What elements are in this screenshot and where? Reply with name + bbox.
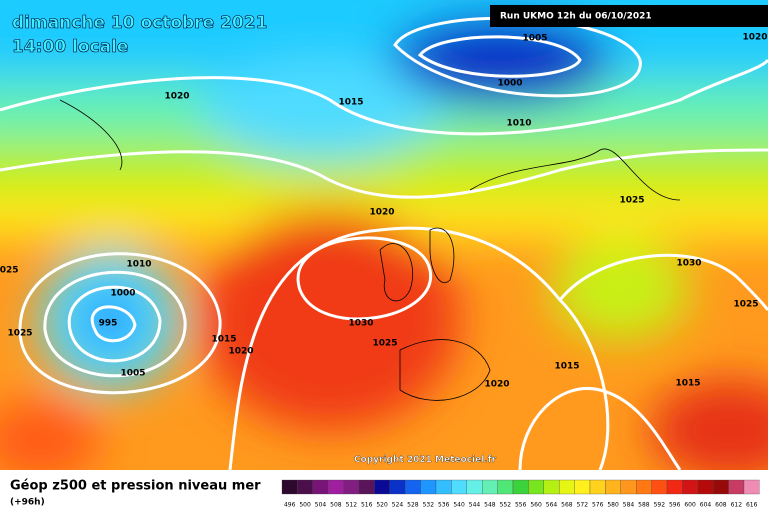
scale-label: 528: [407, 502, 419, 509]
scale-label: 568: [561, 502, 573, 509]
color-swatch: [559, 479, 575, 495]
scale-label: 584: [623, 502, 635, 509]
isobar-label: 1005: [522, 34, 547, 44]
scale-label: 508: [330, 502, 342, 509]
color-swatch: [743, 479, 760, 495]
scale-label: 608: [715, 502, 727, 509]
isobar-label: 1025: [0, 266, 19, 276]
isobar-label: 1020: [369, 208, 394, 218]
color-swatch: [343, 479, 360, 495]
scale-label: 588: [638, 502, 650, 509]
isobar-label: 1000: [497, 79, 522, 89]
run-box: [490, 5, 768, 27]
isobar-label: 1020: [164, 92, 189, 102]
scale-label: 560: [530, 502, 542, 509]
color-swatch: [497, 479, 514, 495]
scale-label: 612: [731, 502, 743, 509]
isobar-label: 995: [99, 319, 118, 329]
isobar-label: 1030: [676, 259, 701, 269]
color-swatch: [466, 479, 483, 495]
color-swatch: [528, 479, 544, 495]
color-swatch: [358, 479, 375, 495]
legend-title: Géop z500 et pression niveau mer: [10, 479, 261, 494]
scale-label: 596: [669, 502, 681, 509]
legend-lead: (+96h): [10, 498, 45, 508]
scale-label: 592: [654, 502, 666, 509]
isobar-label: 1025: [619, 196, 644, 206]
scale-label: 512: [346, 502, 358, 509]
scale-label: 556: [515, 502, 527, 509]
scale-label: 540: [453, 502, 465, 509]
isobars: [0, 16, 768, 470]
color-swatch: [728, 479, 745, 495]
field: dimanche 10 octobre 2021 14:00 locale Ru…: [0, 0, 768, 470]
scale-label: 564: [546, 502, 558, 509]
coastlines: [59, 99, 681, 401]
color-swatch: [435, 479, 452, 495]
color-swatch: [651, 479, 668, 495]
color-swatch: [682, 479, 698, 495]
scale-label: 504: [315, 502, 327, 509]
scale-label: 616: [746, 502, 758, 509]
scale-label: 548: [484, 502, 496, 509]
scale-label: 524: [392, 502, 404, 509]
color-swatch: [405, 479, 421, 495]
copyright: Copyright 2021 Meteociel.fr: [354, 455, 497, 465]
isobar-label: 1015: [554, 362, 579, 372]
color-swatch: [697, 479, 714, 495]
color-swatch: [297, 479, 313, 495]
scale-label: 500: [299, 502, 311, 509]
scale-label: 532: [423, 502, 435, 509]
color-swatch: [389, 479, 406, 495]
isobar-label: 1015: [211, 335, 236, 345]
isobar-label: 1015: [338, 98, 363, 108]
scale-label: 520: [376, 502, 388, 509]
colorbar: 496 500 504 508 512 516 520 524 528 532 536 540 544 5…: [281, 479, 760, 509]
isobar-label: 1025: [372, 339, 397, 349]
color-swatch: [451, 479, 467, 495]
color-swatch: [713, 479, 729, 495]
color-swatch: [666, 479, 683, 495]
isobar-label: 1030: [348, 319, 373, 329]
isobar-label: 1020: [742, 33, 767, 43]
scale-label: 580: [607, 502, 619, 509]
color-swatch: [636, 479, 652, 495]
isobar-label: 1010: [506, 119, 531, 129]
isobar-label: 1005: [120, 369, 145, 379]
isobar-label: 1020: [228, 347, 253, 357]
color-swatch: [620, 479, 637, 495]
color-swatch: [512, 479, 529, 495]
color-swatch: [328, 479, 344, 495]
color-swatch: [605, 479, 621, 495]
scale-label: 496: [284, 502, 296, 509]
scale-label: 576: [592, 502, 604, 509]
isobar-label: 1015: [675, 379, 700, 389]
color-swatch: [574, 479, 591, 495]
scale-label: 572: [577, 502, 589, 509]
color-swatch: [312, 479, 329, 495]
scale-label: 536: [438, 502, 450, 509]
scale-label: 544: [469, 502, 481, 509]
color-swatch: [482, 479, 498, 495]
isobar-labels: 1005 1020 1000 1020 1015 1010 1025 1020 …: [0, 33, 768, 390]
isobar-label: 1025: [733, 300, 758, 310]
scale-label: 552: [500, 502, 512, 509]
isobar-label: 1020: [484, 380, 509, 390]
color-swatch: [589, 479, 606, 495]
color-swatch: [374, 479, 390, 495]
run-text: Run UKMO 12h du 06/10/2021: [500, 12, 652, 22]
scale-label: 600: [684, 502, 696, 509]
isobar-label: 1000: [110, 289, 135, 299]
color-swatch: [420, 479, 437, 495]
color-swatch: [281, 479, 298, 495]
scale-label: 516: [361, 502, 373, 509]
isobar-label: 1010: [126, 260, 151, 270]
isobar-label: 1025: [7, 329, 32, 339]
time: 14:00 locale: [12, 37, 128, 57]
scale-label: 604: [700, 502, 712, 509]
color-swatch: [543, 479, 560, 495]
date: dimanche 10 octobre 2021: [12, 13, 267, 33]
